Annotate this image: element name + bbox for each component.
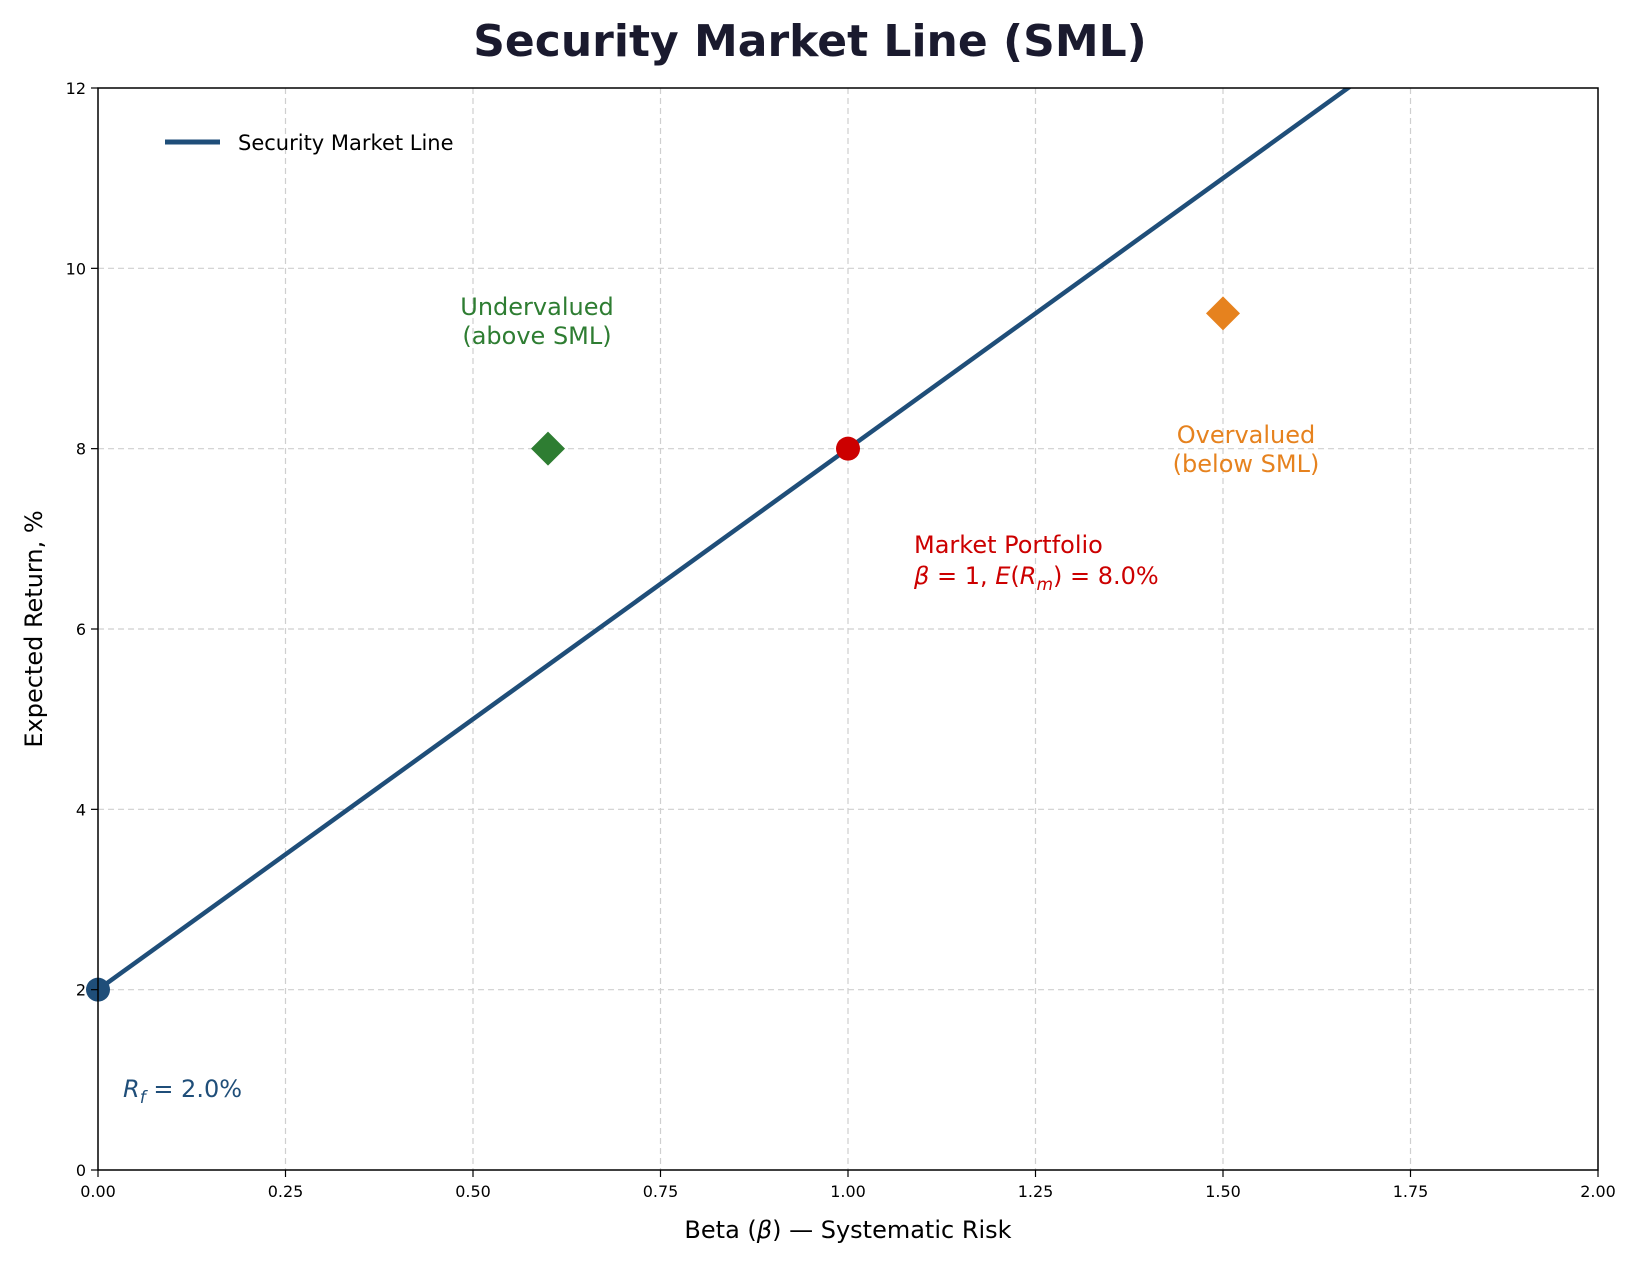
x-tick-label: 1.00 [830,1182,866,1201]
market-portfolio-point [836,436,860,461]
overvalued-asset-point [1206,296,1240,331]
y-tick-label: 8 [76,440,86,459]
y-axis-label: Expected Return, % [20,510,48,747]
market-annotation-line-1: β = 1, E(Rm) = 8.0% [913,562,1159,595]
tick-layer: 0.00 0.25 0.50 0.75 1.00 1.25 1.50 1.75 2.00 0 2 4 6… [66,79,1616,1201]
undervalued-annotation-line-0: Undervalued [460,293,613,321]
point-layer [86,296,1240,1002]
annotation-layer: Undervalued(above SML) Overvalued(below S… [123,293,1319,1108]
undervalued-asset-point [531,431,565,466]
chart-title: Security Market Line (SML) [473,16,1147,67]
x-axis-label-text: Beta ( [684,1216,756,1244]
x-axis-label: Beta (β) — Systematic Risk [684,1216,1011,1244]
legend: Security Market Line [165,131,454,155]
x-tick-label: 1.75 [1393,1182,1429,1201]
undervalued-annotation-line-1: (above SML) [462,322,611,350]
risk-free-annotation: Rf = 2.0% [123,1075,242,1108]
x-tick-label: 1.25 [1018,1182,1054,1201]
grid-layer [98,88,1598,1170]
market-annotation-line-0: Market Portfolio [914,531,1103,559]
y-tick-label: 4 [76,800,86,819]
y-tick-label: 10 [66,259,86,278]
x-tick-label: 2.00 [1580,1182,1616,1201]
y-tick-label: 2 [76,981,86,1000]
x-axis-label-rest: ) — Systematic Risk [772,1216,1012,1244]
y-tick-label: 12 [66,79,86,98]
y-tick-label: 6 [76,620,86,639]
x-tick-label: 0.50 [455,1182,491,1201]
y-tick-label: 0 [76,1161,86,1180]
x-tick-label: 0.00 [80,1182,116,1201]
legend-label: Security Market Line [238,131,454,155]
x-tick-label: 1.50 [1205,1182,1241,1201]
overvalued-annotation-line-1: (below SML) [1173,450,1320,478]
x-tick-label: 0.75 [643,1182,679,1201]
x-axis-label-beta: β [756,1216,772,1244]
overvalued-annotation-line-0: Overvalued [1177,421,1316,449]
x-tick-label: 0.25 [268,1182,304,1201]
